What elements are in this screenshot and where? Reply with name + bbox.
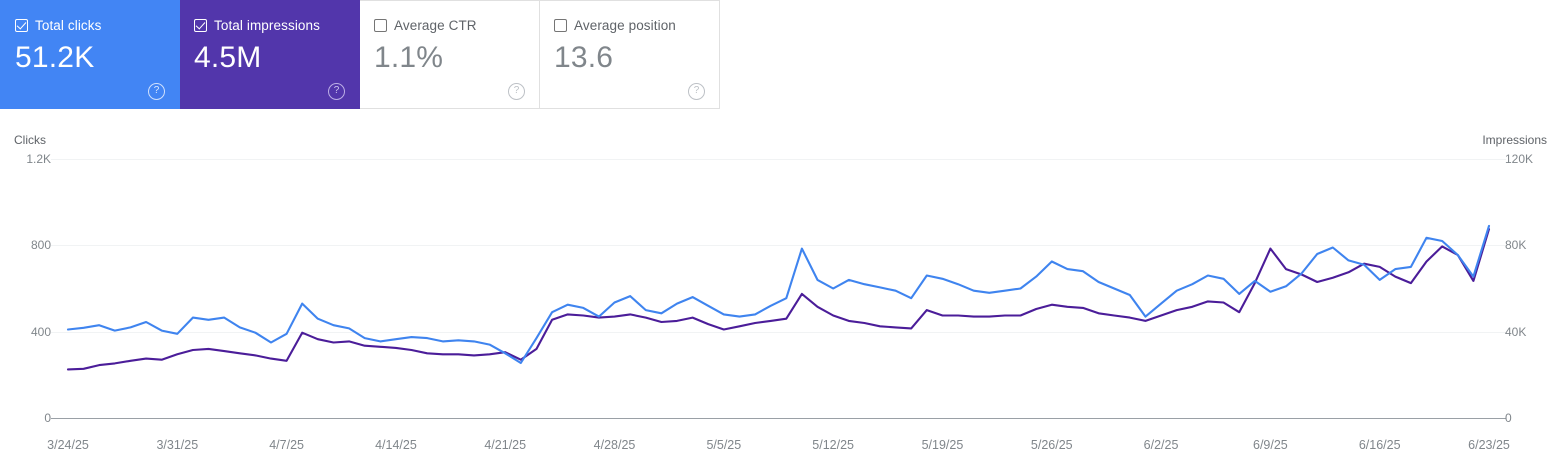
x-axis-tick-label: 3/31/25 [156,438,199,452]
left-axis-tick-label: 1.2K [26,152,51,166]
gridline [51,418,1506,419]
right-axis-tick-label: 80K [1505,238,1527,253]
metric-tile-average-ctr[interactable]: Average CTR 1.1% ? [360,0,540,109]
series-line-clicks [66,224,1491,365]
gridline [51,331,1506,333]
plot-area [66,224,1491,371]
metric-tile-total-clicks[interactable]: Total clicks 51.2K ? [0,0,180,109]
metric-value: 51.2K [15,40,95,74]
metric-tile-average-position[interactable]: Average position 13.6 ? [540,0,720,109]
help-icon[interactable]: ? [328,83,345,100]
metric-value: 4.5M [194,40,262,74]
x-axis-tick-label: 4/14/25 [375,438,417,452]
metric-label: Average position [574,18,676,33]
right-axis-tick-label: 0 [1505,411,1512,425]
right-axis-tick-label: 40K [1505,324,1527,339]
metric-tile-header: Total clicks [1,1,179,33]
metric-tile-header: Total impressions [180,1,359,33]
x-axis-tick-label: 6/23/25 [1468,438,1510,452]
gridline [51,245,1506,247]
x-axis-tick-label: 5/19/25 [921,438,964,452]
x-axis-tick-label: 4/28/25 [593,438,636,452]
x-axis-tick-label: 5/5/25 [706,438,742,452]
performance-chart[interactable]: Clicks Impressions 0 400 800 1.2K 0 40K 80K 12… [0,109,1557,474]
checkbox-icon-average-ctr[interactable] [374,19,387,33]
x-axis-tick-label: 4/21/25 [484,438,527,452]
x-axis-tick-label: 5/12/25 [812,438,854,452]
gridline [51,159,1506,160]
left-axis-tick-label: 800 [30,238,51,253]
metric-label: Average CTR [394,18,477,33]
x-axis-tick-label: 6/16/25 [1358,438,1401,452]
left-axis-tick-label: 400 [30,324,51,339]
help-icon[interactable]: ? [508,83,525,100]
left-axis-title: Clicks [14,133,46,147]
metric-value: 1.1% [374,40,444,74]
x-axis-tick-label: 6/9/25 [1252,438,1288,452]
checkbox-icon-average-position[interactable] [554,19,567,33]
checkbox-icon-total-impressions[interactable] [194,19,207,33]
x-axis-tick-label: 4/7/25 [269,438,304,452]
x-axis-tick-label: 5/26/25 [1030,438,1073,452]
help-icon[interactable]: ? [148,83,165,100]
checkbox-icon-total-clicks[interactable] [15,19,28,33]
right-axis-title: Impressions [1482,133,1547,147]
x-axis-tick-label: 6/2/25 [1143,438,1179,452]
right-axis-tick-label: 120K [1505,152,1534,166]
metric-tile-total-impressions[interactable]: Total impressions 4.5M ? [180,0,360,109]
metric-tiles: Total clicks 51.2K ? Total impressions 4… [0,0,720,109]
metric-tile-header: Average position [540,1,719,33]
left-axis-tick-label: 0 [44,411,51,425]
series-line-impressions [66,228,1491,371]
metric-label: Total impressions [214,18,320,33]
x-axis-tick-label: 3/24/25 [47,438,89,452]
metric-label: Total clicks [35,18,102,33]
metric-value: 13.6 [554,40,614,74]
help-icon[interactable]: ? [688,83,705,100]
metric-tile-header: Average CTR [360,1,539,33]
